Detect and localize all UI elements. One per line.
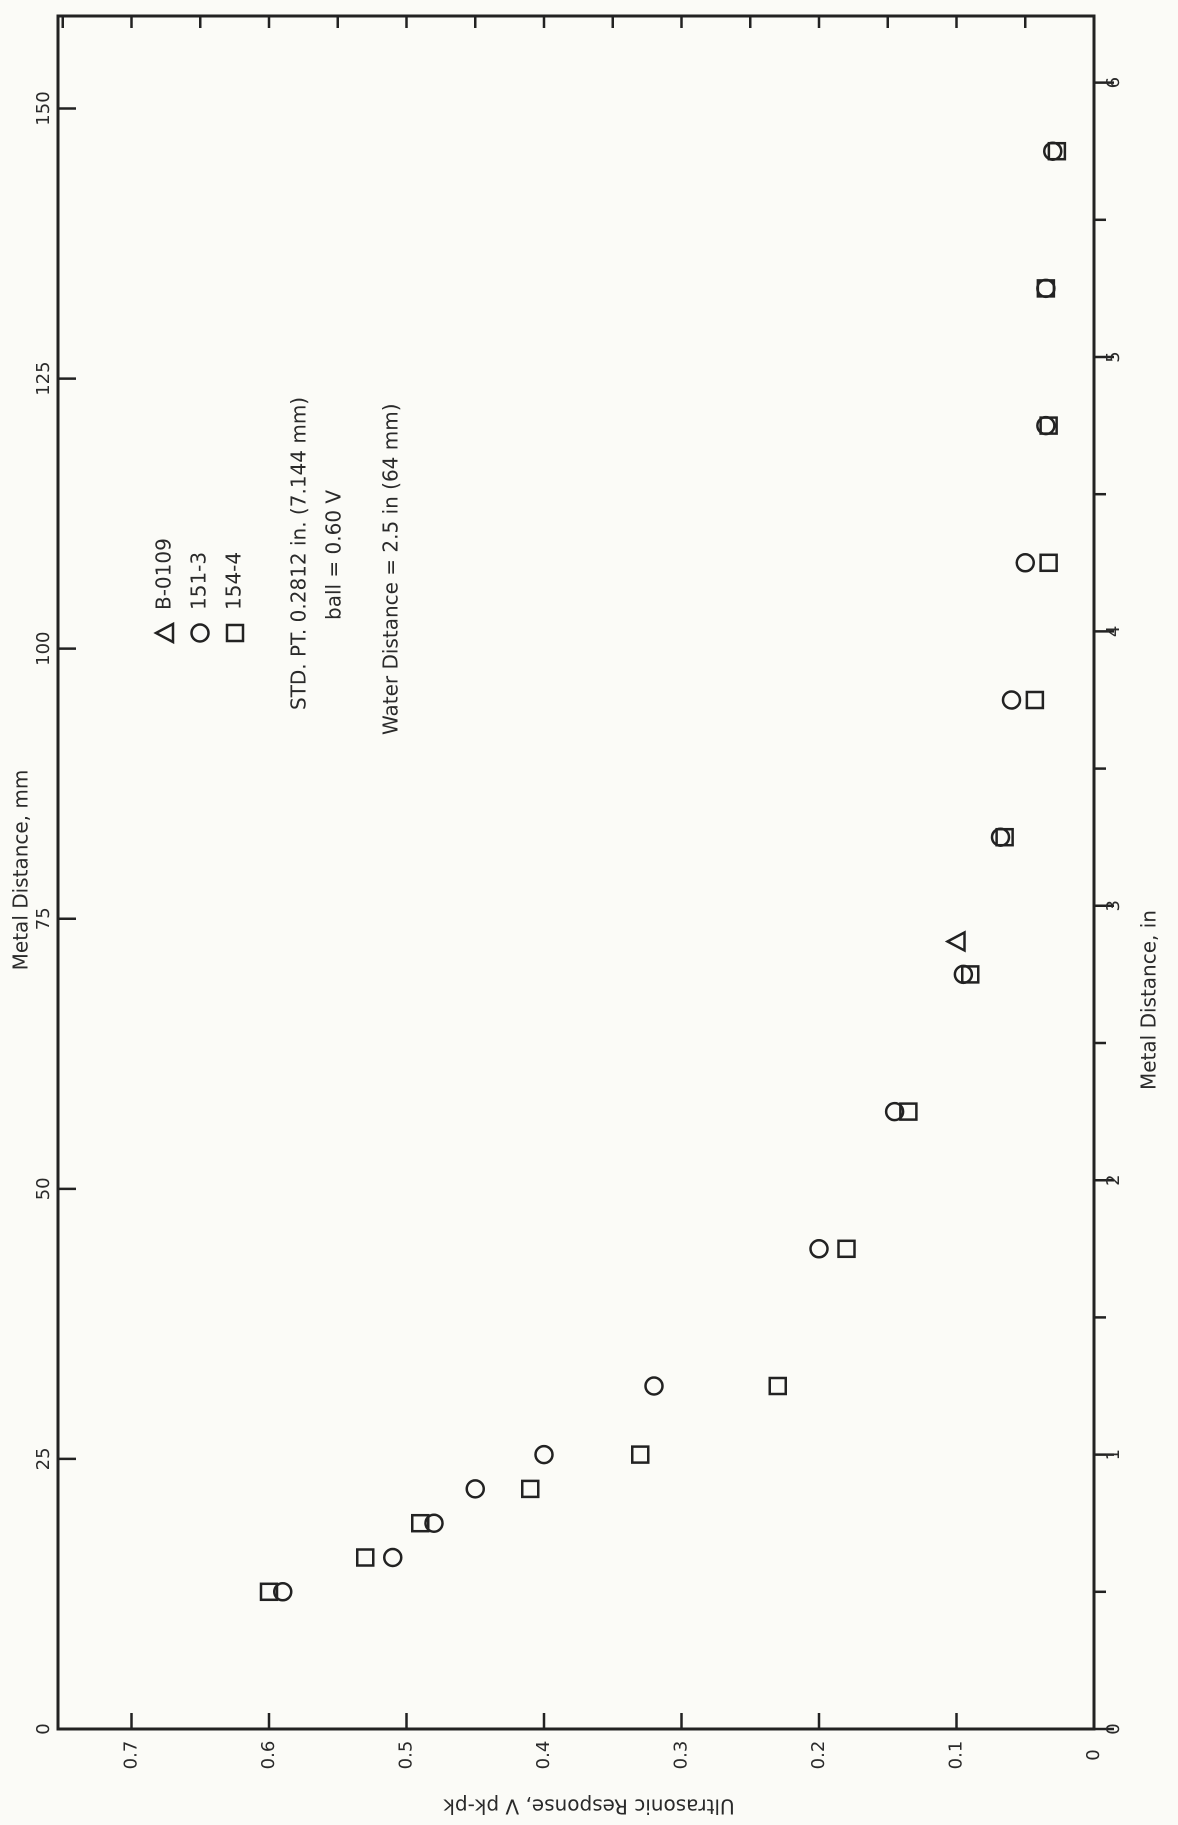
plot-frame [56,14,1096,1731]
legend: B-0109 151-3 154-4 [152,538,246,645]
circle-point [990,827,1011,847]
mm-tick-label: 125 [33,361,54,395]
legend-label: 151-3 [187,552,211,610]
axis-title-response: Ultrasonic Response, V pk-pk [443,1795,735,1819]
annotations: STD. PT. 0.2812 in. (7.144 mm) ball = 0.6… [287,397,403,735]
mm-tick-label: 25 [33,1447,54,1470]
legend-label: 154-4 [222,552,246,610]
legend-label: B-0109 [152,538,176,610]
y-tick-label: 0 [1083,1749,1104,1760]
circle-point [1015,553,1035,573]
legend-marker-square [225,623,245,643]
square-point [995,827,1014,847]
y-tick-label: 0.2 [808,1741,829,1770]
marks-layer [259,141,1067,1602]
y-tick-label: 0.1 [946,1741,967,1770]
circle-point [383,1547,403,1568]
circle-point [1001,690,1022,710]
in-tick-label: 1 [1103,1449,1124,1460]
circle-point [644,1376,664,1396]
circle-point [424,1513,444,1533]
mm-tick-label: 100 [33,632,54,666]
mm-tick-label: 0 [33,1723,54,1734]
in-tick-label: 3 [1103,900,1124,911]
y-tick-label: 0.4 [533,1741,554,1770]
circle-point [273,1582,293,1602]
square-point [259,1582,279,1602]
in-tick-label: 4 [1103,626,1124,637]
circle-point [884,1101,905,1122]
square-point [521,1479,540,1499]
in-tick-label: 6 [1103,77,1124,88]
annotation-ball: ball = 0.60 V [322,490,346,620]
y-tick-label: 0.7 [121,1741,142,1770]
mm-tick-label: 75 [33,907,54,930]
axis-title-in: Metal Distance, in [1137,910,1161,1090]
square-point [1036,279,1056,298]
y-tick-label: 0.3 [671,1741,692,1770]
circle-point [1036,278,1056,299]
in-tick-label: 5 [1103,351,1124,362]
y-tick-label: 0.6 [258,1741,279,1770]
annotation-water-distance: Water Distance = 2.5 in (64 mm) [379,403,403,735]
circle-point [1043,141,1063,161]
square-point [961,965,980,984]
square-point [356,1548,375,1567]
square-point [1025,690,1045,710]
mm-tick-label: 50 [33,1177,54,1200]
circle-point [809,1239,829,1259]
ticks-layer [58,16,1114,1731]
square-point [1047,141,1067,161]
mm-tick-label: 150 [33,91,54,125]
labels-layer: 0 0.1 0.2 0.3 0.4 0.5 0.6 0.7 0 1 2 3 4 5 6 0 25 50 75 100 1… [9,77,1161,1819]
circle-point [534,1444,554,1465]
legend-marker-circle [190,623,210,643]
square-point [411,1513,430,1533]
triangle-point [944,930,966,953]
square-point [837,1239,856,1259]
y-tick-label: 0.5 [396,1741,417,1770]
annotation-std-pt: STD. PT. 0.2812 in. (7.144 mm) [287,397,311,710]
square-point [899,1102,918,1121]
in-tick-label: 0 [1103,1723,1124,1734]
circle-point [465,1479,485,1499]
in-tick-label: 2 [1103,1174,1124,1185]
axis-title-mm: Metal Distance, mm [9,770,33,971]
square-point [1039,553,1058,573]
square-point [768,1376,787,1396]
square-point [1039,416,1058,435]
legend-marker-triangle [153,621,175,645]
square-point [631,1445,650,1464]
